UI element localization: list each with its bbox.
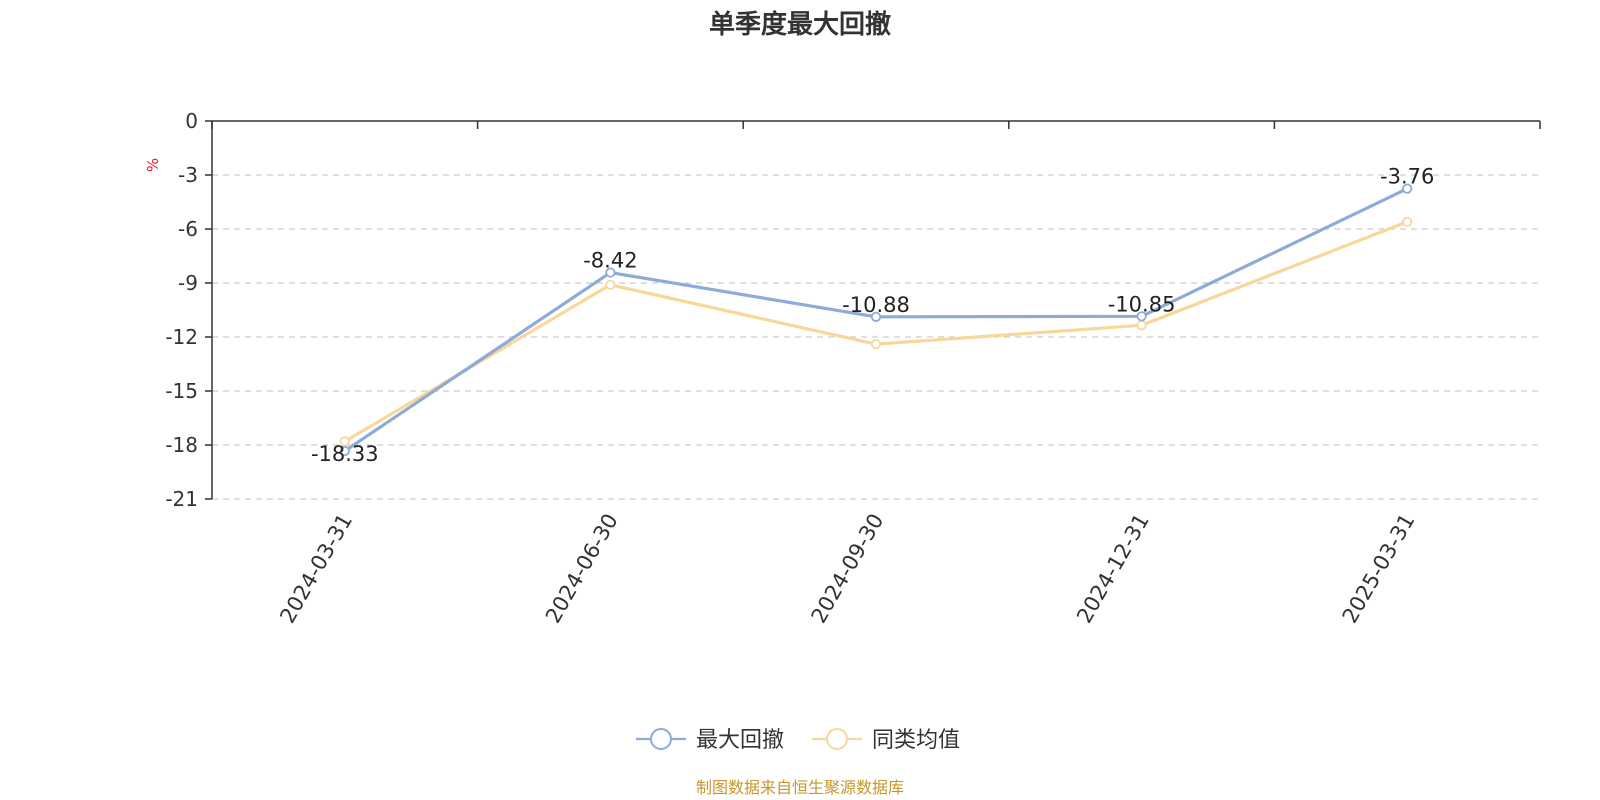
data-label: -18.33	[311, 442, 379, 466]
data-point[interactable]	[1136, 320, 1147, 331]
data-point[interactable]	[605, 267, 616, 278]
data-point[interactable]	[605, 279, 616, 290]
series-2	[339, 216, 1413, 447]
legend-marker-icon	[826, 728, 848, 750]
y-axis-unit-label: %	[144, 158, 162, 172]
y-tick-label: -21	[165, 487, 198, 511]
data-point[interactable]	[870, 339, 882, 350]
y-tick-label: -12	[165, 325, 198, 349]
series-lines	[339, 183, 1413, 457]
series-line	[343, 220, 1408, 443]
x-tick-label: 2025-03-31	[1338, 510, 1420, 628]
data-label: -10.85	[1108, 292, 1176, 316]
data-label: -8.42	[583, 249, 637, 273]
y-tick-label: -3	[178, 163, 198, 187]
chart-title: 单季度最大回撤	[709, 9, 891, 40]
data-point[interactable]	[1136, 311, 1147, 322]
data-point[interactable]	[1402, 216, 1413, 227]
legend-item-1[interactable]: 最大回撤	[636, 728, 784, 753]
data-label: -10.88	[842, 293, 910, 317]
x-tick-label: 2024-12-31	[1072, 510, 1154, 628]
y-tick-label: 0	[185, 109, 198, 133]
legend-label: 最大回撤	[696, 728, 784, 753]
series-1	[339, 183, 1413, 457]
legend[interactable]: 最大回撤 同类均值	[636, 728, 960, 753]
data-point[interactable]	[339, 445, 350, 457]
legend-item-2[interactable]: 同类均值	[812, 728, 960, 753]
data-label: -3.76	[1380, 165, 1434, 189]
x-tick-label: 2024-06-30	[541, 510, 623, 628]
data-point[interactable]	[1402, 183, 1413, 194]
x-tick-label: 2024-09-30	[807, 510, 889, 628]
data-labels: -18.33 -8.42 -10.88 -10.85 -3.76	[311, 165, 1434, 466]
grid-lines	[212, 174, 1540, 500]
legend-label: 同类均值	[872, 728, 960, 753]
y-tick-label: -18	[165, 433, 198, 457]
axes: 0 -3 -6 -9 -12 -15 -18 -21 2024-03-31 2024-06-30 2…	[165, 109, 1541, 628]
x-tick-label: 2024-03-31	[275, 510, 357, 628]
legend-marker-icon	[650, 728, 672, 750]
y-tick-label: -6	[178, 217, 198, 241]
y-tick-label: -15	[165, 379, 198, 403]
source-note: 制图数据来自恒生聚源数据库	[696, 778, 904, 797]
data-point[interactable]	[339, 436, 350, 447]
y-tick-label: -9	[178, 271, 198, 295]
data-point[interactable]	[870, 311, 882, 322]
